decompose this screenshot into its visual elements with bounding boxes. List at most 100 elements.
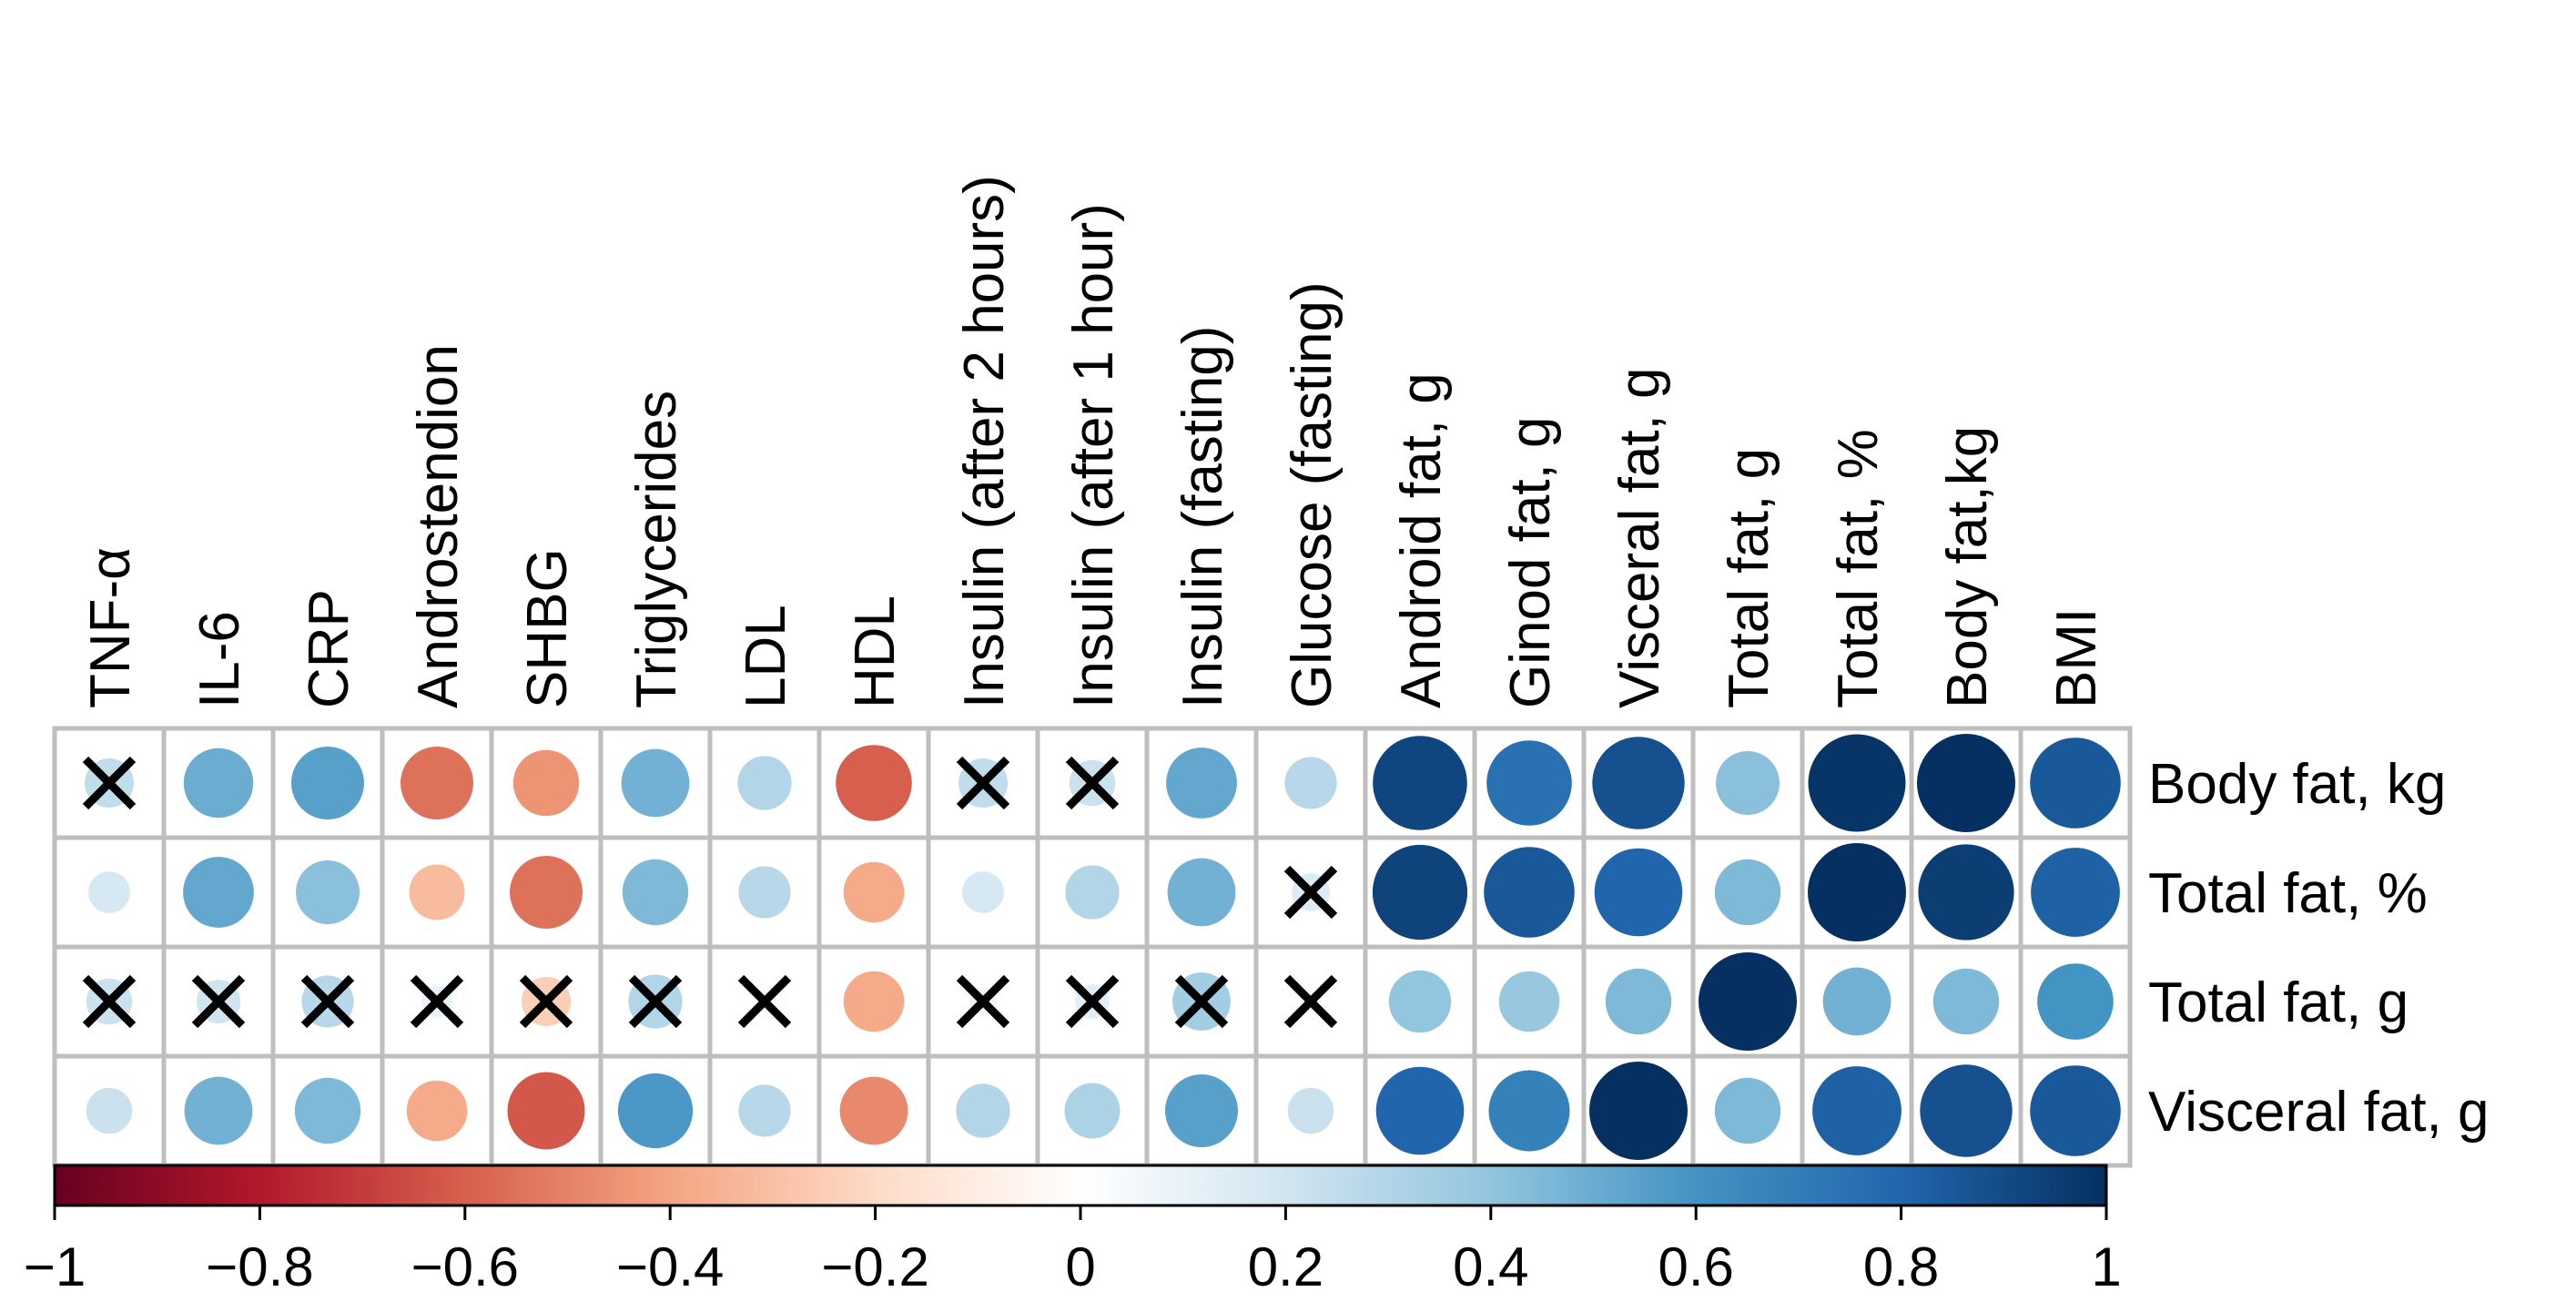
correlation-circle <box>409 864 465 920</box>
correlation-circle <box>184 1076 253 1145</box>
correlation-circle <box>1373 736 1467 830</box>
correlation-circle <box>1486 740 1572 826</box>
correlation-circle <box>1372 844 1468 941</box>
column-label: Android fat, g <box>1390 372 1453 708</box>
correlation-circle <box>294 1077 361 1144</box>
row-label: Visceral fat, g <box>2148 1081 2489 1144</box>
column-label: HDL <box>844 595 907 708</box>
correlation-circle <box>296 860 360 924</box>
colorbar-tick-label: −0.2 <box>821 1236 928 1297</box>
correlation-circle <box>621 748 690 818</box>
column-label: SHBG <box>516 548 579 708</box>
nonsignificant-cross <box>956 756 1010 810</box>
correlation-circle <box>1699 952 1797 1051</box>
correlation-circle <box>2030 1065 2121 1156</box>
correlation-circle <box>1605 968 1672 1035</box>
correlation-circle <box>2030 737 2121 829</box>
nonsignificant-cross <box>1283 865 1338 920</box>
colorbar-tick-label: −0.8 <box>206 1236 313 1297</box>
correlation-circle <box>2031 848 2120 937</box>
nonsignificant-cross <box>191 974 246 1029</box>
correlation-circle <box>1388 970 1452 1033</box>
column-label: Body fat,kg <box>1936 426 1999 708</box>
correlation-circle <box>1165 1074 1238 1147</box>
colorbar-bar <box>53 1164 2108 1207</box>
nonsignificant-cross <box>82 756 137 810</box>
colorbar-tick-label: −0.4 <box>616 1236 724 1297</box>
correlation-circle <box>1375 1066 1465 1155</box>
colorbar-tick-label: 0.4 <box>1453 1236 1528 1297</box>
correlation-circle <box>1808 843 1906 941</box>
column-label: Androstendion <box>407 344 470 708</box>
nonsignificant-cross <box>628 974 683 1029</box>
nonsignificant-cross <box>410 974 464 1029</box>
grid-cell <box>1144 726 1259 840</box>
correlation-grid <box>52 726 2133 1168</box>
correlation-circle <box>962 871 1004 913</box>
nonsignificant-cross <box>737 974 792 1029</box>
column-label: Triglycerides <box>625 391 688 708</box>
correlation-circle <box>1064 1083 1121 1139</box>
column-label: Ginod fat, g <box>1499 416 1562 708</box>
nonsignificant-cross <box>82 974 137 1029</box>
correlation-circle <box>1488 1070 1570 1152</box>
column-label: Insulin (after 2 hours) <box>953 175 1016 708</box>
correlation-circle <box>1592 737 1685 829</box>
correlation-circle <box>738 866 791 919</box>
colorbar-tick-label: −1 <box>24 1236 86 1297</box>
correlation-circle <box>1714 859 1781 926</box>
colorbar-tick-label: 0.8 <box>1863 1236 1939 1297</box>
nonsignificant-cross <box>1065 756 1120 810</box>
row-label: Total fat, g <box>2148 971 2409 1034</box>
correlation-circle <box>512 749 580 817</box>
correlation-circle <box>836 745 912 821</box>
colorbar-tick-label: 1 <box>2091 1236 2121 1297</box>
column-label: Total fat, % <box>1827 429 1890 708</box>
correlation-circle <box>1918 844 2014 941</box>
nonsignificant-cross <box>956 974 1010 1029</box>
nonsignificant-cross <box>519 974 573 1029</box>
column-label: CRP <box>298 589 360 708</box>
correlation-circle <box>406 1080 468 1142</box>
correlation-circle <box>1594 848 1683 937</box>
correlation-circle <box>622 859 689 926</box>
correlation-circle <box>86 1087 133 1134</box>
correlation-circle <box>401 747 473 819</box>
correlation-circle <box>1917 734 2015 832</box>
correlation-circle <box>1932 968 2000 1035</box>
correlation-circle <box>956 1083 1010 1138</box>
colorbar: −1 −0.8 −0.6 −0.4 −0.2 0 0.2 0.4 0.6 0.8 1 <box>24 1164 2122 1297</box>
nonsignificant-cross <box>1065 974 1120 1029</box>
correlation-circle <box>738 1084 791 1137</box>
correlation-circle <box>843 971 905 1032</box>
column-label: Insulin (after 1 hour) <box>1062 203 1125 708</box>
correlation-circle <box>1498 971 1560 1032</box>
correlation-circle <box>1822 967 1891 1036</box>
column-label: Visceral fat, g <box>1608 368 1671 708</box>
grid-cell <box>380 835 494 950</box>
colorbar-tick-label: 0 <box>1065 1236 1095 1297</box>
column-label: LDL <box>735 605 797 708</box>
correlation-circle <box>1167 858 1236 927</box>
nonsignificant-cross <box>1174 974 1229 1029</box>
correlation-circle <box>1287 1087 1334 1134</box>
correlation-circle <box>1716 751 1780 815</box>
correlation-circle <box>1166 748 1237 819</box>
correlation-circle <box>2037 963 2114 1040</box>
correlation-circle <box>507 1072 585 1150</box>
row-label: Body fat, kg <box>2148 753 2446 816</box>
column-label: Total fat, g <box>1718 448 1780 708</box>
column-label: IL-6 <box>188 611 251 708</box>
correlation-circle <box>617 1073 694 1149</box>
correlation-circle <box>1589 1062 1688 1160</box>
correlation-circle <box>1920 1064 2013 1157</box>
nonsignificant-cross <box>1283 974 1338 1029</box>
correlation-circle <box>1812 1066 1902 1155</box>
column-label: Glucose (fasting) <box>1281 281 1344 708</box>
correlation-circle <box>1484 847 1575 938</box>
correlation-circle <box>88 871 130 913</box>
colorbar-tick-label: 0.2 <box>1248 1236 1323 1297</box>
grid-cell <box>1690 726 1805 840</box>
correlation-circle <box>1808 734 1906 832</box>
